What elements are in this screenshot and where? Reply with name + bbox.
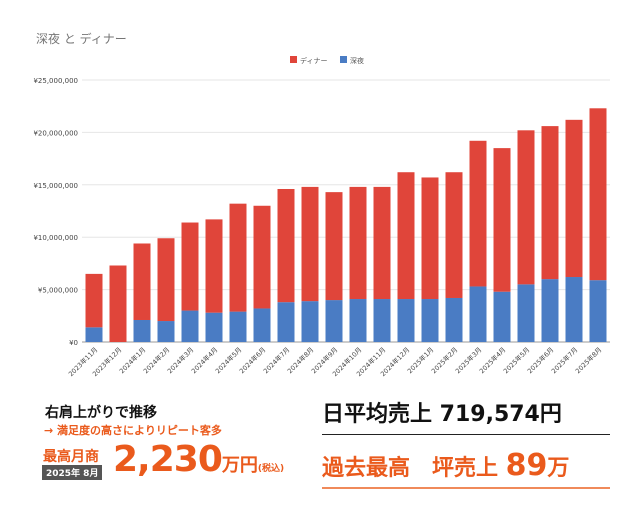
chart-title: 深夜 と ディナー [36,32,127,46]
bar-late-night [397,299,415,342]
bar-dinner [397,172,415,300]
bar-late-night [565,277,583,342]
bar-dinner [421,177,439,300]
peak-unit: 万円 [221,455,258,476]
bar-late-night [181,310,199,342]
legend-label: 深夜 [350,56,364,65]
bar-late-night [301,301,319,342]
bar-dinner [325,192,343,301]
peak-value: 2,230万円(税込) [113,440,284,489]
bar-late-night [133,319,151,342]
bar-late-night [157,321,175,342]
record-sales: 過去最高 坪売上 89万 [322,448,610,489]
bar-dinner [277,188,295,303]
legend-swatch [290,56,297,63]
bar-late-night [253,308,271,342]
bar-late-night [349,299,367,342]
y-tick-label: ¥10,000,000 [33,234,78,242]
bar-late-night [85,327,103,342]
bar-dinner [517,130,535,285]
bar-dinner [109,265,127,342]
bar-late-night [589,280,607,342]
legend-swatch [340,56,347,63]
bar-dinner [589,108,607,281]
bar-dinner [373,186,391,300]
record-label: 過去最高 坪売上 [322,456,506,481]
y-tick-label: ¥15,000,000 [33,182,78,190]
stacked-bar-chart: ¥0 ¥5,000,000 ¥10,000,000 ¥15,000,000 ¥20,00… [33,56,610,378]
bar-dinner [493,148,511,292]
bar-late-night [469,286,487,342]
peak-number: 2,230 [113,439,223,480]
bar-late-night [205,312,223,342]
daily-average: 日平均売上 719,574円 [322,396,610,435]
bar-late-night [373,299,391,342]
bar-dinner [565,119,583,278]
bar-dinner [541,126,559,280]
bar-late-night [517,284,535,342]
bar-late-night [277,302,295,342]
bar-late-night [325,300,343,342]
y-tick-label: ¥20,000,000 [33,129,78,137]
bar-dinner [181,222,199,311]
bar-dinner [157,238,175,322]
record-value: 89 [505,448,548,483]
record-unit: 万 [547,456,570,481]
peak-tax: (税込) [257,464,285,474]
bar-dinner [253,205,271,309]
y-tick-label: ¥25,000,000 [33,77,78,85]
bar-dinner [349,186,367,300]
bar-dinner [301,186,319,302]
bar-dinner [469,140,487,287]
bar-dinner [133,243,151,320]
subheadline: → 満足度の高さによりリピート客多 [44,424,222,437]
bar-late-night [229,311,247,342]
bar-late-night [445,297,463,342]
bar-dinner [229,203,247,312]
legend-label: ディナー [300,56,328,65]
bar-late-night [493,291,511,342]
bar-dinner [445,172,463,298]
peak-month-badge: 2025年 8月 [42,465,103,480]
bar-dinner [85,273,103,328]
headline: 右肩上がりで推移 [45,405,157,421]
peak-label: 最高月商 [43,449,99,465]
x-tick-label: 2025年8月 [573,345,603,375]
bar-late-night [421,299,439,342]
bar-late-night [541,279,559,342]
y-tick-label: ¥5,000,000 [38,287,78,295]
bar-dinner [205,219,223,313]
y-tick-label: ¥0 [69,339,78,347]
